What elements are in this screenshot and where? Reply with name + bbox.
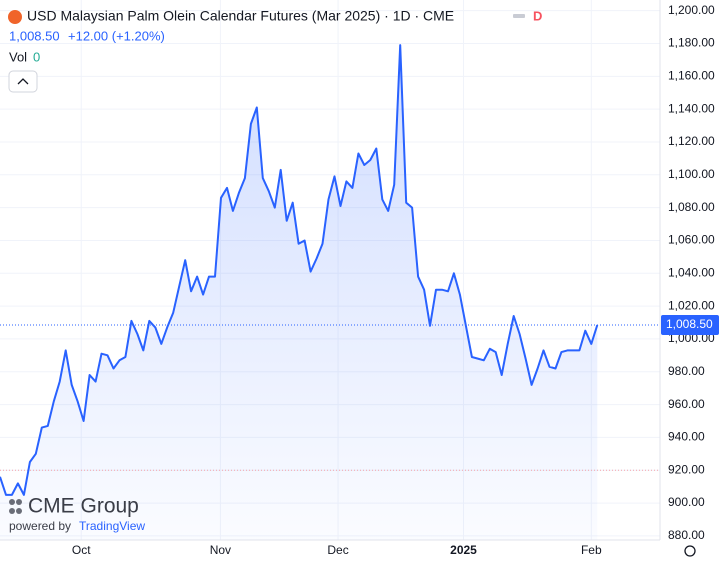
volume: 0: [33, 49, 40, 64]
last-price-box: [661, 314, 719, 335]
x-tick-label: Feb: [581, 543, 602, 557]
y-tick-label: 1,120.00: [668, 134, 715, 148]
y-tick-label: 1,160.00: [668, 68, 715, 82]
collapse-icon: [17, 78, 29, 85]
y-tick-label: 1,200.00: [668, 3, 715, 17]
volume-label: Vol: [9, 49, 27, 64]
price-line: [0, 44, 599, 496]
y-tick-label: 880.00: [668, 528, 705, 542]
y-tick-label: 1,180.00: [668, 36, 715, 50]
symbol-icon: [8, 10, 22, 24]
collapse-button[interactable]: [8, 70, 38, 93]
y-tick-label: 900.00: [668, 495, 705, 509]
area: [0, 45, 598, 540]
y-tick-label: 1,140.00: [668, 101, 715, 115]
status-icon: [513, 14, 525, 18]
change: +12.00 (+1.20%): [68, 28, 165, 43]
y-tick-label: 940.00: [668, 430, 705, 444]
y-tick-label: 980.00: [668, 364, 705, 378]
y-tick-label: 1,060.00: [668, 233, 715, 247]
last-price-label: 1,008.50: [666, 317, 713, 331]
x-tick-label: Nov: [210, 543, 231, 557]
chart-title: USD Malaysian Palm Olein Calendar Future…: [27, 8, 454, 24]
x-tick-label: Oct: [72, 543, 91, 557]
y-tick-label: 920.00: [668, 462, 705, 476]
settings-button[interactable]: [684, 545, 696, 557]
x-tick-label: Dec: [327, 543, 348, 557]
y-tick-label: 1,100.00: [668, 167, 715, 181]
y-tick-label: 1,020.00: [668, 298, 715, 312]
y-tick-label: 1,080.00: [668, 200, 715, 214]
y-tick-label: 960.00: [668, 397, 705, 411]
y-tick-label: 1,040.00: [668, 265, 715, 279]
logo: CME Group powered by TradingView: [9, 495, 145, 533]
x-tick-label: 2025: [450, 543, 477, 557]
price: 1,008.50: [9, 28, 60, 43]
timeframe-flag: D: [533, 8, 542, 23]
powered-brand: TradingView: [79, 519, 145, 533]
powered-by: powered by: [9, 519, 71, 533]
logo-text: CME Group: [28, 495, 139, 518]
